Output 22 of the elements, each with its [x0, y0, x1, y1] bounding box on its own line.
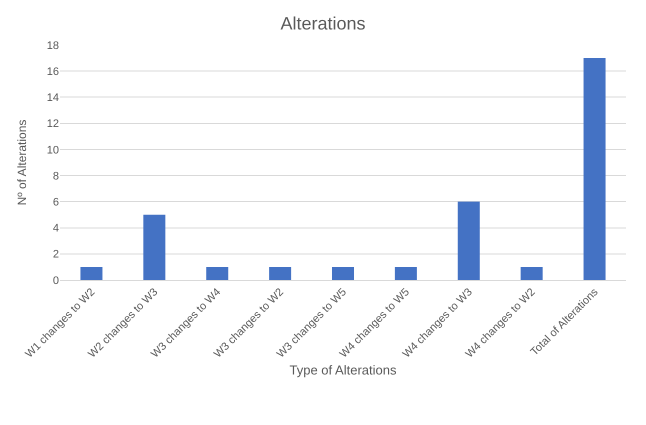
y-tick-label: 8: [52, 170, 59, 182]
y-tick-label: 10: [46, 144, 59, 156]
y-tick-label: 14: [46, 92, 59, 104]
y-tick-label: 12: [46, 118, 59, 130]
chart-title: Alterations: [280, 14, 366, 34]
y-tick-label: 2: [52, 248, 59, 261]
y-tick-label: 18: [46, 40, 59, 52]
bar: [80, 266, 102, 280]
y-tick-label: 4: [52, 222, 59, 235]
y-tick-label: 16: [46, 66, 59, 78]
x-axis-title: Type of Alterations: [290, 362, 397, 378]
bar: [458, 202, 480, 280]
bar: [332, 266, 354, 280]
bar: [394, 266, 417, 280]
y-tick-label: 0: [52, 274, 59, 287]
y-tick-label: 6: [52, 196, 59, 209]
bar: [584, 58, 606, 280]
bar: [520, 266, 543, 280]
y-axis-title: Nº of Alterations: [15, 120, 29, 206]
bar: [206, 266, 228, 280]
bar: [269, 266, 292, 280]
bar: [143, 214, 166, 280]
